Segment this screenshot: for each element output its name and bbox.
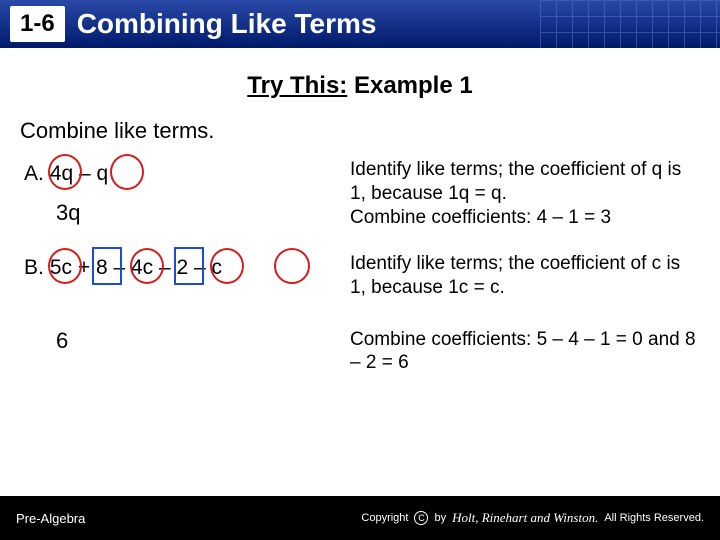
problem-a-label: A.: [24, 162, 44, 186]
problem-b-answer-col: 6: [20, 328, 350, 372]
publisher-name: Holt, Rinehart and Winston.: [452, 510, 598, 526]
problem-b-left: B. 5c + 8 – 4c – 2 – c: [20, 252, 350, 284]
circle-annotation: [110, 154, 144, 190]
header-grid-decoration: [540, 0, 720, 48]
problem-a-left: A. 4q – q 3q: [20, 158, 350, 244]
problem-b-explanation-2: Combine coefficients: 5 – 4 – 1 = 0 and …: [350, 328, 700, 376]
copyright-by: by: [434, 512, 446, 524]
example-number: Example 1: [347, 72, 472, 99]
problem-b-label: B.: [24, 256, 44, 280]
problem-a-row: A. 4q – q 3q Identify like terms; the co…: [20, 158, 700, 244]
problem-b-explanation-1: Identify like terms; the coefficient of …: [350, 252, 700, 300]
circle-annotation: [274, 248, 310, 284]
example-heading: Try This: Example 1: [20, 72, 700, 100]
slide-header: 1-6 Combining Like Terms: [0, 0, 720, 48]
problem-b-row: B. 5c + 8 – 4c – 2 – c Identify like ter…: [20, 252, 700, 300]
copyright-notice: Copyright C by Holt, Rinehart and Winsto…: [361, 510, 704, 526]
instruction-text: Combine like terms.: [20, 118, 700, 144]
slide-title: Combining Like Terms: [77, 8, 377, 40]
problem-a-expression: A. 4q – q: [24, 158, 350, 190]
section-number: 1-6: [10, 6, 65, 42]
problem-b-expression: B. 5c + 8 – 4c – 2 – c: [24, 252, 350, 284]
course-name: Pre-Algebra: [16, 511, 85, 526]
problem-b-expr-text: 5c + 8 – 4c – 2 – c: [50, 256, 222, 280]
slide-content: Try This: Example 1 Combine like terms. …: [0, 48, 720, 496]
problem-b-answer-row: 6 Combine coefficients: 5 – 4 – 1 = 0 an…: [20, 328, 700, 376]
copyright-word: Copyright: [361, 512, 408, 524]
rights-reserved: All Rights Reserved.: [604, 512, 704, 524]
problem-b-answer: 6: [56, 328, 350, 354]
problem-a-expr-text: 4q – q: [50, 162, 108, 186]
slide-footer: Pre-Algebra Copyright C by Holt, Rinehar…: [0, 496, 720, 540]
try-this-label: Try This:: [247, 72, 347, 99]
problem-a-answer: 3q: [56, 200, 350, 226]
problem-a-explanation: Identify like terms; the coefficient of …: [350, 158, 700, 229]
copyright-icon: C: [414, 511, 428, 525]
